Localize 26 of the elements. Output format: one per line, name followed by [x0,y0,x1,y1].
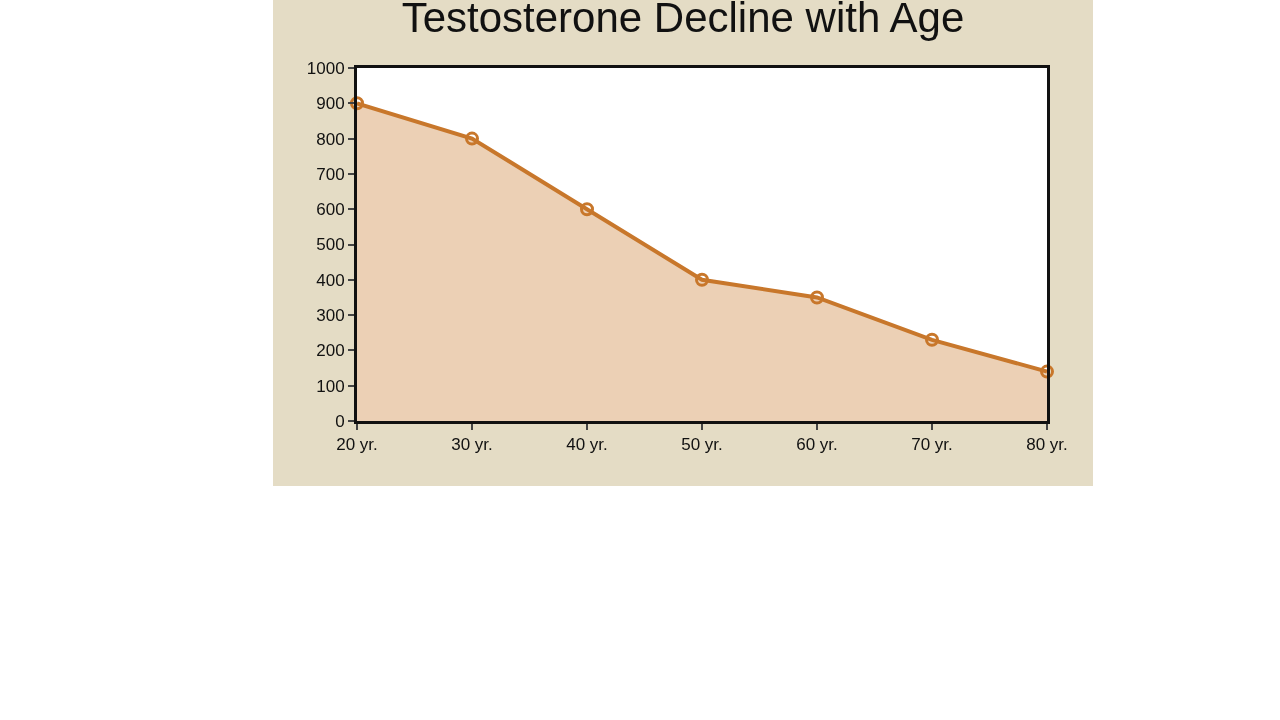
x-tick-label: 60 yr. [796,435,838,455]
point [810,290,824,305]
point [580,202,594,217]
x-tick-label: 70 yr. [911,435,953,455]
y-tick-label: 0 [335,411,345,431]
y-tick-label: 700 [316,164,345,184]
y-tick-label: 600 [316,200,345,220]
x-tick-label: 30 yr. [451,435,493,455]
x-tick-label: 40 yr. [566,435,608,455]
x-tick-label: 50 yr. [681,435,723,455]
chart-title: Testosterone Decline with Age [401,0,965,41]
point [1040,364,1054,379]
x-tick-label: 20 yr. [336,435,378,455]
y-tick-label: 500 [316,235,345,255]
point [695,272,709,287]
x-tick-label: 80 yr. [1026,435,1068,455]
point [925,332,939,347]
y-tick-label: 200 [316,341,345,361]
y-tick-label: 800 [316,129,345,149]
y-tick-label: 1000 [306,58,345,78]
y-tick-label: 400 [316,270,345,290]
point [465,131,479,146]
point [350,96,364,111]
y-tick-label: 900 [316,94,345,114]
y-tick-label: 100 [316,376,345,396]
y-tick-label: 300 [316,306,345,326]
